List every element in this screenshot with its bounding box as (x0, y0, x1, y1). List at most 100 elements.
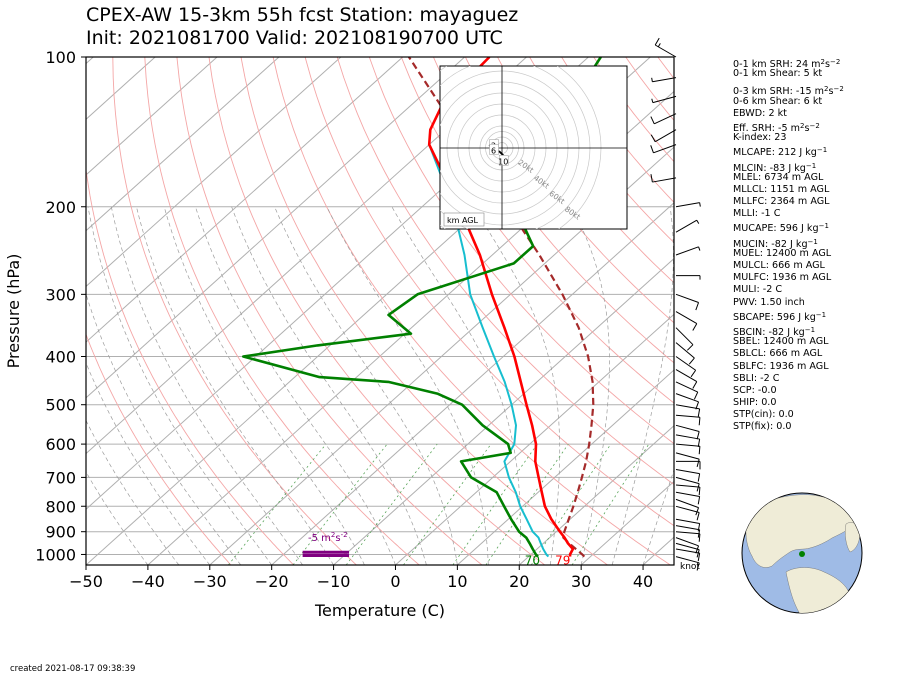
barb-flag (698, 417, 701, 426)
wind-barb (675, 327, 694, 351)
wind-barb (675, 518, 701, 532)
wind-barb (675, 498, 700, 516)
sounding-index-text: 0-1 km Shear: 5 kt (733, 68, 823, 80)
sounding-index-text: STP(cin): 0.0 (733, 409, 794, 421)
sounding-index-text: SBCIN: -82 J kg (733, 326, 805, 338)
sounding-index-row: SBCIN: -82 J kg−1 (733, 324, 844, 338)
barb-shaft (675, 525, 700, 531)
dry-adiabat-line (497, 57, 674, 284)
barb-flag (688, 357, 695, 365)
barb-flag (654, 37, 660, 46)
moist-adiabat-line (87, 206, 272, 565)
mixing-ratio-line (345, 443, 438, 565)
barb-shaft (675, 356, 696, 371)
dry-adiabat-line (112, 57, 357, 565)
created-timestamp: created 2021-08-17 09:38:39 (10, 664, 136, 674)
barb-flag (650, 174, 653, 183)
barb-half-flag (651, 77, 653, 82)
moist-adiabat-line (136, 206, 334, 565)
barb-shaft (675, 484, 700, 488)
barb-flag (698, 446, 701, 455)
dewpoint-trace (242, 57, 602, 558)
barb-shaft (675, 327, 694, 346)
mixing-ratio-line (571, 443, 650, 565)
wind-barb (675, 293, 700, 311)
sounding-index-text: MLLI: -1 C (733, 208, 781, 220)
x-tick-label: −50 (69, 572, 103, 591)
wind-barb (675, 469, 701, 482)
sounding-index-superscript: 2 (799, 121, 805, 130)
sounding-index-row: 0-6 km Shear: 6 kt (733, 96, 844, 108)
moist-adiabat-line (391, 206, 521, 565)
temperature_label: 79 (555, 553, 570, 567)
dry-adiabat-line (144, 57, 420, 565)
parcel-trace (407, 57, 595, 558)
wind-barb (675, 311, 698, 331)
hodograph-height-badge (489, 144, 499, 155)
wind-barb (675, 434, 701, 448)
sounding-index-unit: s (804, 122, 810, 134)
isotherm-line (457, 369, 674, 565)
wind-barb (675, 537, 700, 554)
wind-barb (650, 129, 677, 143)
barb-shaft (675, 498, 699, 509)
sounding-index-row: MLLFC: 2364 m AGL (733, 196, 844, 208)
sounding-index-superscript: −1 (804, 325, 816, 334)
x-tick-label: 0 (390, 572, 400, 591)
sounding-index-row: MUCAPE: 596 J kg−1 (733, 220, 844, 234)
barb-shaft (675, 342, 695, 359)
hodograph-inset: 20kt40kt60kt80kt2610km AGL (439, 65, 628, 230)
wind-barb (675, 548, 701, 562)
barb-flag (650, 145, 654, 153)
barb-flag (697, 553, 701, 562)
sounding-index-row: SBLI: -2 C (733, 373, 844, 385)
barb-shaft (675, 414, 700, 418)
wind-barb (651, 95, 677, 104)
sounding-index-superscript: −2 (830, 58, 841, 66)
sounding-index-text: SBCAPE: 596 J kg (733, 311, 816, 323)
barb-flag (697, 529, 701, 538)
y-tick-label: 800 (45, 497, 76, 516)
plot-frame (85, 56, 675, 566)
wind-barb (675, 542, 700, 558)
sounding-index-text: SBLFC: 1936 m AGL (733, 360, 829, 372)
sounding-index-row: MUEL: 12400 m AGL (733, 248, 844, 260)
barb-shaft (675, 202, 700, 208)
barb-shaft (675, 531, 700, 535)
barb-flag (697, 523, 701, 532)
mixing-ratio-line (292, 443, 388, 565)
location-globe (741, 492, 863, 614)
chart-title-line2: Init: 2021081700 Valid: 202108190700 UTC (86, 27, 503, 49)
y-tick-label: 700 (45, 468, 76, 487)
wind-barb (675, 202, 701, 208)
moist-adiabat-line (110, 206, 303, 565)
mixing-ratio-line (228, 443, 327, 565)
sounding-index-unit: s (828, 86, 834, 98)
sounding-index-superscript: −2 (833, 85, 844, 94)
moist-adiabat-line (163, 206, 365, 565)
barb-units-label: knot (680, 562, 700, 572)
dry-adiabat-line (304, 57, 674, 527)
sounding-index-text: MLLCL: 1151 m AGL (733, 183, 830, 195)
x-tick-label: 40 (633, 572, 653, 591)
sounding-index-text: MULCL: 666 m AGL (733, 260, 825, 271)
isotherm-line (518, 425, 674, 565)
wind-barb (675, 491, 701, 505)
barb-shaft (675, 369, 698, 383)
barb-half-flag (651, 98, 654, 103)
sounding-index-text: SBLCL: 666 m AGL (733, 348, 823, 360)
barb-flag (697, 438, 701, 448)
sounding-index-superscript: −2 (809, 121, 820, 130)
barb-shaft (675, 518, 700, 524)
sounding-index-row: Eff. SRH: -5 m2s−2 (733, 120, 844, 134)
sounding-index-superscript: −1 (807, 237, 818, 246)
moist-adiabat-line (326, 206, 489, 565)
dry-adiabat-line (432, 57, 674, 364)
barb-shaft (675, 393, 699, 403)
barb-shaft (675, 537, 699, 547)
barb-shaft (675, 452, 700, 460)
sounding-index-superscript: −1 (805, 161, 817, 170)
sounding-index-row: SBCAPE: 596 J kg−1 (733, 309, 844, 323)
x-tick-label: 20 (509, 572, 529, 591)
moist-adiabat-line (195, 206, 396, 565)
